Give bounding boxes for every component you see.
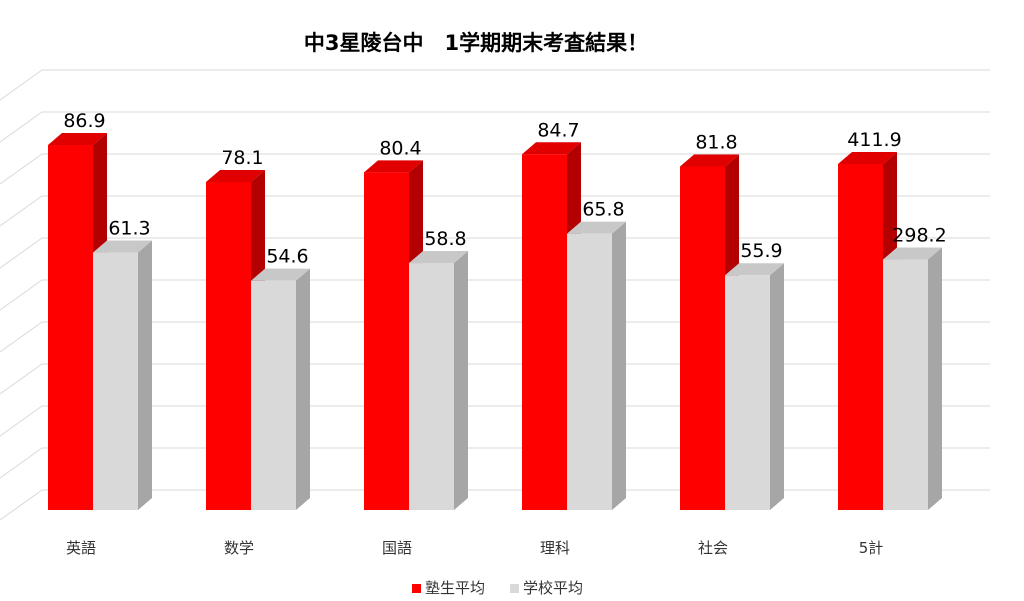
value-label: 411.9 [847, 129, 901, 151]
bar-top [93, 240, 152, 253]
category-label: 英語 [66, 539, 96, 557]
gridline-side [0, 279, 43, 311]
bar-side [138, 240, 152, 511]
value-label: 55.9 [740, 240, 782, 262]
bar-top [206, 169, 265, 182]
legend-label: 塾生平均 [425, 579, 485, 597]
value-label: 80.4 [379, 137, 421, 159]
legend-swatch [412, 584, 421, 593]
bar-school-0 [93, 240, 152, 511]
bar-front [838, 164, 883, 510]
bar-top [838, 152, 897, 165]
value-label: 298.2 [892, 225, 946, 247]
gridline-side [0, 153, 43, 185]
gridline-side [0, 111, 43, 143]
category-label: 5計 [859, 539, 884, 557]
bar-top [680, 154, 739, 167]
bar-school-3 [567, 221, 626, 510]
bar-school-4 [725, 263, 784, 510]
bar-top [48, 133, 107, 146]
gridline-side [0, 363, 43, 395]
bar-side [770, 263, 784, 510]
bar-front [48, 145, 93, 510]
value-label: 65.8 [582, 199, 624, 221]
bars [48, 133, 942, 511]
gridline-side [0, 69, 43, 101]
bar-top [409, 251, 468, 264]
bar-front [409, 263, 454, 510]
bar-front [364, 172, 409, 510]
value-label: 81.8 [695, 131, 737, 153]
bar-front [567, 233, 612, 510]
value-label: 78.1 [221, 147, 263, 169]
bar-top [364, 160, 423, 173]
gridline-side [0, 321, 43, 353]
bar-side [612, 221, 626, 510]
bar-front [251, 280, 296, 510]
bar-top [567, 221, 626, 234]
legend-label: 学校平均 [523, 579, 583, 597]
bar-top [883, 247, 942, 260]
chart-title: 中3星陵台中 1学期期末考査結果！ [304, 31, 648, 55]
bar-side [454, 251, 468, 511]
legend-item-1: 学校平均 [510, 579, 583, 597]
bar-front [725, 275, 770, 510]
bar-side [928, 247, 942, 510]
bar-front [206, 181, 251, 511]
category-label: 理科 [540, 539, 570, 557]
legend-swatch [510, 584, 519, 593]
bar-front [883, 259, 928, 510]
legend-item-0: 塾生平均 [412, 579, 485, 597]
category-labels: 英語 数学 国語 理科 社会 5計 [66, 539, 883, 557]
bar-top [251, 268, 310, 281]
value-label: 54.6 [266, 246, 308, 268]
bar-top [725, 263, 784, 276]
value-label: 58.8 [424, 228, 466, 250]
bar-school-5 [883, 247, 942, 510]
category-label: 国語 [382, 539, 412, 557]
bar-side [296, 268, 310, 510]
category-label: 社会 [698, 539, 728, 557]
gridline-side [0, 489, 43, 521]
gridline-side [0, 405, 43, 437]
bar-top [522, 142, 581, 155]
gridline-side [0, 447, 43, 479]
gridline-side [0, 237, 43, 269]
value-labels: 86.9 61.3 78.1 54.6 80.4 58.8 84.7 65.8 81.8 55.9… [63, 110, 946, 268]
bar-school-2 [409, 251, 468, 511]
gridlines [0, 69, 990, 521]
value-label: 61.3 [108, 218, 150, 240]
gridline-side [0, 195, 43, 227]
bar-front [522, 154, 567, 510]
bar-front [680, 166, 725, 510]
bar-front [93, 252, 138, 511]
value-label: 86.9 [63, 110, 105, 132]
category-label: 数学 [224, 539, 254, 557]
bar-school-1 [251, 268, 310, 510]
value-label: 84.7 [537, 119, 579, 141]
legend: 塾生平均 学校平均 [412, 579, 583, 597]
